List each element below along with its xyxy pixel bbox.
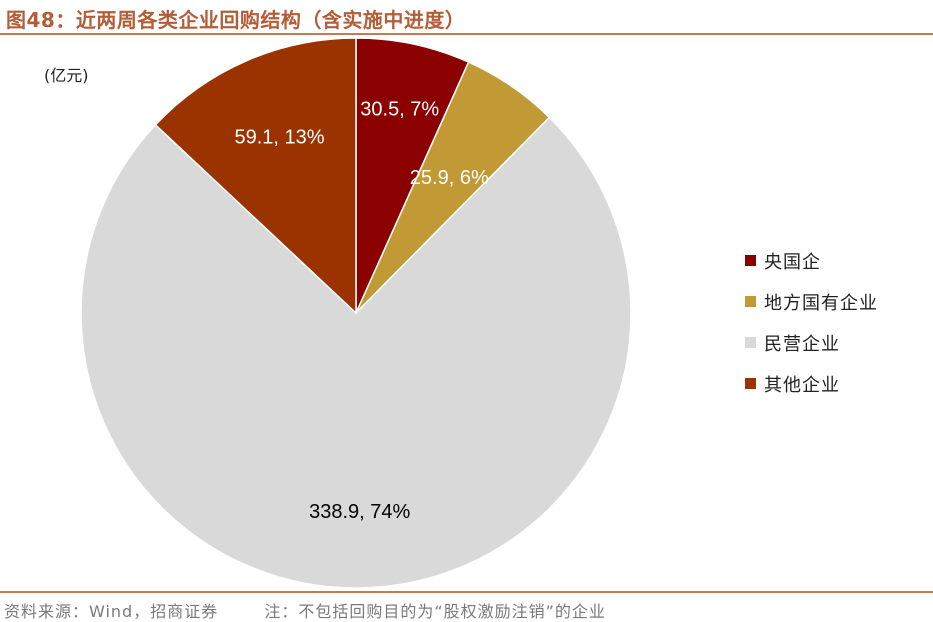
exclusion-note: 注：不包括回购目的为“股权激励注销”的企业 xyxy=(264,602,606,621)
pie-slice-private xyxy=(80,116,632,589)
source-note: 资料来源：Wind，招商证券 xyxy=(4,602,219,621)
legend-label: 地方国有企业 xyxy=(764,292,878,314)
legend-swatch xyxy=(745,337,756,348)
legend-swatch xyxy=(745,255,756,266)
legend-item-private: 民营企业 xyxy=(745,322,878,363)
legend-label: 其他企业 xyxy=(764,374,840,396)
pie-data-label: 59.1, 13% xyxy=(234,126,324,148)
unit-label: (亿元) xyxy=(44,66,89,85)
legend-item-soe: 央国企 xyxy=(745,240,878,281)
legend-item-local-soe: 地方国有企业 xyxy=(745,281,878,322)
legend-label: 央国企 xyxy=(764,251,821,273)
footer: 资料来源：Wind，招商证券 注：不包括回购目的为“股权激励注销”的企业 xyxy=(4,598,606,622)
legend-label: 民营企业 xyxy=(764,333,840,355)
legend-swatch xyxy=(745,296,756,307)
pie-data-label: 30.5, 7% xyxy=(360,99,439,121)
footer-divider xyxy=(0,591,933,593)
pie-data-label: 25.9, 6% xyxy=(410,167,489,189)
legend: 央国企 地方国有企业 民营企业 其他企业 xyxy=(745,240,878,404)
legend-item-other: 其他企业 xyxy=(745,363,878,404)
chart-title: 图48：近两周各类企业回购结构（含实施中进度） xyxy=(6,8,466,32)
pie-data-label: 338.9, 74% xyxy=(309,501,410,523)
title-divider xyxy=(0,33,933,35)
pie-slice-soe xyxy=(355,37,470,314)
legend-swatch xyxy=(745,378,756,389)
pie-slice-other xyxy=(154,37,357,315)
